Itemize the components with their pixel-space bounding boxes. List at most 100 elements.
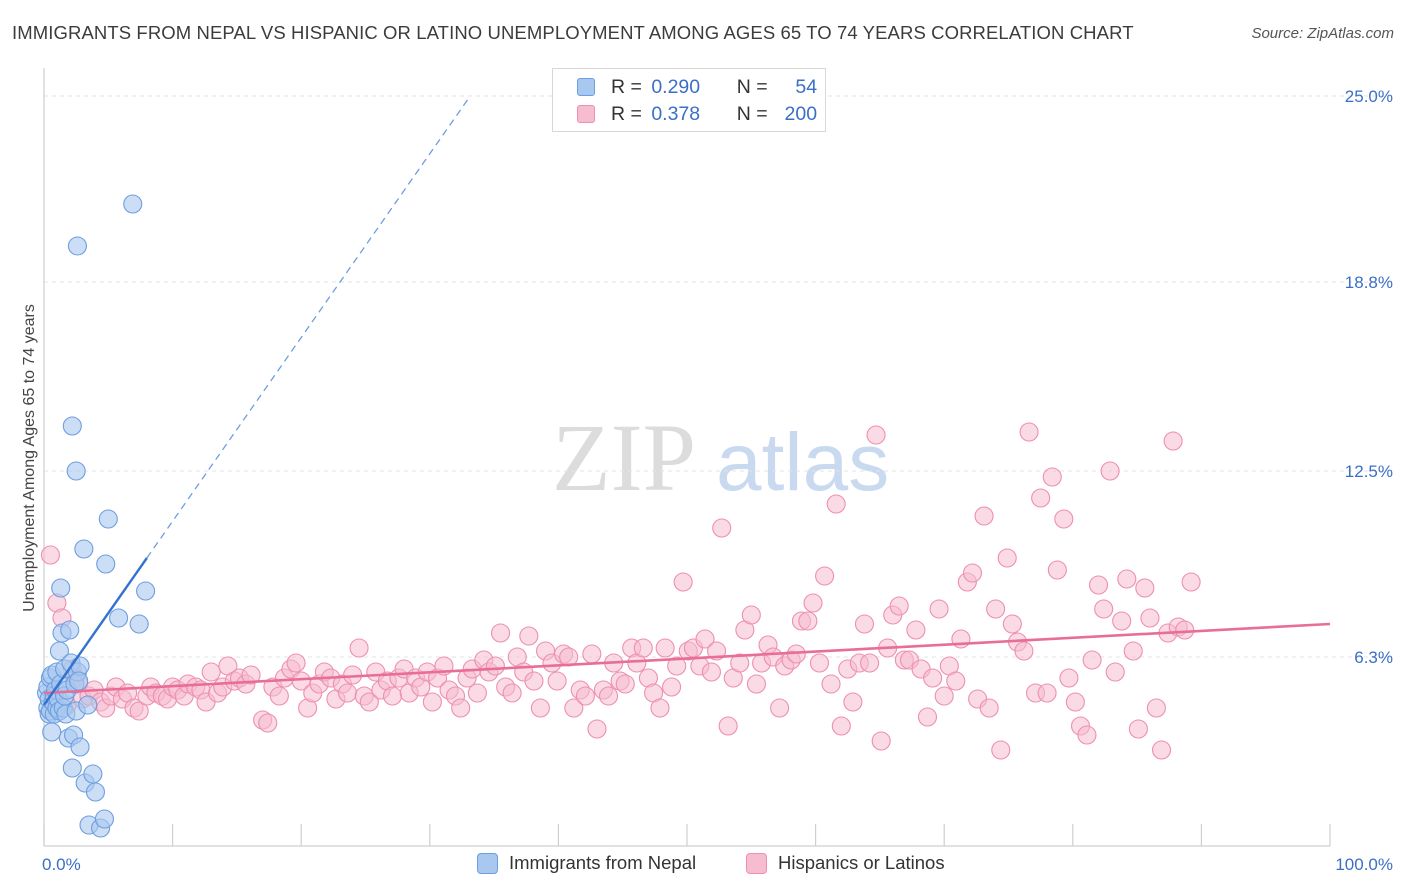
hispanic-point bbox=[451, 698, 471, 718]
hispanic-point bbox=[655, 638, 675, 658]
correlation-legend: R = 0.290 N = 54 R = 0.378 N = 200 bbox=[552, 68, 826, 132]
y-tick-label: 6.3% bbox=[1354, 648, 1393, 667]
nepal-point bbox=[51, 578, 71, 598]
hispanic-point bbox=[241, 665, 261, 685]
hispanic-point bbox=[889, 596, 909, 616]
hispanic-point bbox=[712, 518, 732, 538]
x-tick-label-max: 100.0% bbox=[1335, 855, 1393, 874]
hispanic-point bbox=[1054, 509, 1074, 529]
hispanic-point bbox=[467, 683, 487, 703]
hispanic-point bbox=[1002, 614, 1022, 634]
hispanic-point bbox=[991, 740, 1011, 760]
hispanic-trend-line bbox=[43, 622, 1331, 695]
hispanic-point bbox=[979, 698, 999, 718]
nepal-point bbox=[62, 416, 82, 436]
r-label: R = bbox=[611, 76, 642, 98]
legend-label-nepal: Immigrants from Nepal bbox=[509, 852, 697, 873]
nepal-point bbox=[42, 722, 62, 742]
hispanic-point bbox=[826, 494, 846, 514]
hispanic-point bbox=[1059, 668, 1079, 688]
hispanic-point bbox=[934, 686, 954, 706]
hispanic-point bbox=[821, 674, 841, 694]
y-tick-label: 25.0% bbox=[1345, 87, 1393, 106]
legend-swatch-nepal bbox=[577, 78, 595, 96]
watermark-atlas: atlas bbox=[716, 417, 889, 508]
hispanic-point bbox=[1047, 560, 1067, 580]
hispanic-point bbox=[866, 425, 886, 445]
hispanic-point bbox=[422, 692, 442, 712]
n-label: N = bbox=[736, 103, 768, 125]
hispanic-point bbox=[40, 545, 60, 565]
hispanic-point bbox=[1077, 725, 1097, 745]
hispanic-point bbox=[286, 653, 306, 673]
nepal-point bbox=[129, 614, 149, 634]
nepal-trend-extension bbox=[146, 98, 469, 559]
hispanic-point bbox=[1175, 620, 1195, 640]
hispanic-point bbox=[1181, 572, 1201, 592]
hispanic-point bbox=[667, 656, 687, 676]
hispanic-point bbox=[741, 605, 761, 625]
hispanic-point bbox=[662, 677, 682, 697]
n-label: N = bbox=[736, 76, 768, 98]
hispanic-point bbox=[1128, 719, 1148, 739]
hispanic-point bbox=[502, 683, 522, 703]
nepal-point bbox=[74, 539, 94, 559]
hispanic-point bbox=[843, 692, 863, 712]
source-label: Source: ZipAtlas.com bbox=[1251, 25, 1394, 42]
hispanic-point bbox=[269, 686, 289, 706]
hispanic-point bbox=[349, 638, 369, 658]
hispanic-point bbox=[718, 716, 738, 736]
watermark-zip: ZIP bbox=[552, 404, 696, 511]
hispanic-point bbox=[906, 620, 926, 640]
hispanic-point bbox=[746, 674, 766, 694]
hispanic-point bbox=[1019, 422, 1039, 442]
nepal-trend-line bbox=[43, 557, 148, 706]
hispanic-point bbox=[582, 644, 602, 664]
hispanic-point bbox=[490, 623, 511, 643]
nepal-point bbox=[70, 737, 90, 757]
y-tick-label: 18.8% bbox=[1345, 273, 1393, 292]
nepal-point bbox=[85, 782, 105, 802]
hispanic-point bbox=[1117, 569, 1137, 589]
hispanic-point bbox=[1100, 461, 1120, 481]
hispanic-point bbox=[974, 506, 994, 526]
hispanic-point bbox=[1163, 431, 1183, 451]
hispanic-point bbox=[730, 653, 750, 673]
hispanic-point bbox=[587, 719, 607, 739]
hispanic-point bbox=[633, 638, 653, 658]
hispanic-point bbox=[1112, 611, 1132, 631]
hispanic-point bbox=[547, 671, 567, 691]
hispanic-point bbox=[1082, 650, 1102, 670]
nepal-point bbox=[60, 620, 80, 640]
hispanic-point bbox=[650, 698, 670, 718]
hispanic-point bbox=[673, 572, 693, 592]
hispanic-point bbox=[962, 563, 983, 583]
nepal-point bbox=[123, 194, 143, 214]
hispanic-point bbox=[798, 611, 818, 631]
n-value-hispanic: 200 bbox=[784, 103, 818, 125]
hispanic-point bbox=[575, 686, 595, 706]
hispanic-point bbox=[1151, 740, 1172, 760]
hispanic-point bbox=[1146, 698, 1166, 718]
hispanic-point bbox=[701, 662, 721, 682]
hispanic-point bbox=[201, 662, 221, 682]
hispanic-point bbox=[337, 683, 358, 703]
nepal-point bbox=[69, 671, 89, 691]
hispanic-point bbox=[564, 698, 584, 718]
watermark: ZIP atlas bbox=[552, 404, 889, 511]
nepal-point bbox=[67, 236, 87, 256]
hispanic-point bbox=[530, 698, 550, 718]
trend-lines bbox=[43, 98, 1331, 706]
hispanic-point bbox=[1135, 578, 1155, 598]
n-value-nepal: 54 bbox=[795, 76, 818, 98]
nepal-point bbox=[136, 581, 156, 601]
hispanic-point bbox=[815, 566, 835, 586]
legend-swatch-hispanic bbox=[577, 105, 595, 123]
hispanic-point bbox=[485, 656, 505, 676]
hispanic-point bbox=[1140, 608, 1160, 628]
r-value-hispanic: 0.378 bbox=[651, 103, 701, 125]
nepal-point bbox=[78, 695, 98, 715]
hispanic-point bbox=[615, 674, 635, 694]
hispanic-point bbox=[1094, 599, 1114, 619]
